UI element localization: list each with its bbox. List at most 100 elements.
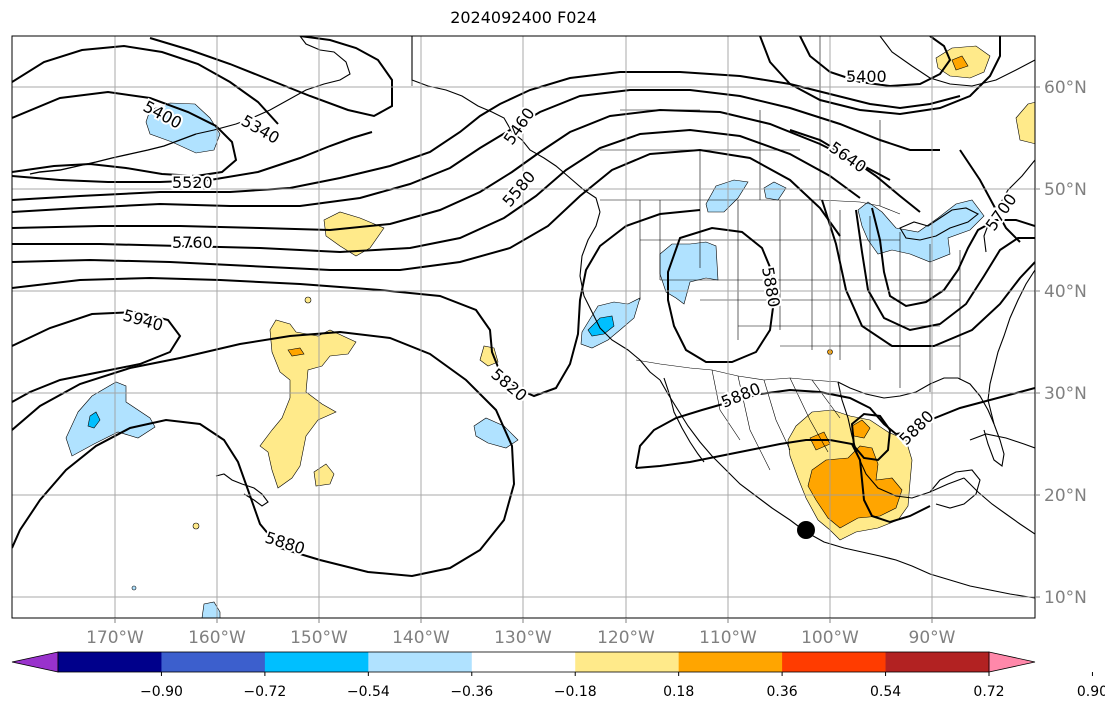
- atlantic-coast: [987, 269, 1035, 425]
- contour-5880-mexico: [635, 387, 1035, 469]
- contour-trough-5700: [871, 207, 1035, 308]
- colorbar-segment: [678, 652, 783, 672]
- contour-5400-ne: [799, 36, 952, 88]
- lat-tick-label: 20°N: [1044, 486, 1087, 506]
- contour-5460-west: [12, 44, 279, 125]
- colorbar-tick-label: −0.18: [554, 684, 597, 700]
- contour-label: 5520: [172, 173, 213, 192]
- colorbar-segment: [575, 652, 680, 672]
- contour-5820-band: [12, 209, 701, 398]
- contour-5760: [12, 148, 841, 271]
- baja-peninsula: [663, 377, 705, 463]
- pos-dot-pacific-1: [304, 296, 312, 304]
- contour-5520: [12, 131, 373, 183]
- lon-tick-label: 90°W: [909, 628, 956, 648]
- lat-axis: 60°N 50°N 40°N 30°N 20°N 10°N: [1035, 78, 1087, 608]
- colorbar-tick-label: 0.36: [767, 684, 798, 700]
- pos-area-north-pacific: [323, 211, 385, 257]
- contour-5640-label-line: [789, 129, 921, 213]
- pos-area-central-pacific: [259, 319, 357, 489]
- lon-tick-label: 170°W: [86, 628, 144, 648]
- lat-lon-grid: [12, 36, 1035, 618]
- great-lakes: [899, 207, 980, 241]
- alaska-west-coast: [195, 36, 351, 135]
- contour-5640-band: [12, 108, 891, 232]
- neg-dot-pacific: [131, 585, 137, 591]
- florida: [983, 423, 1005, 467]
- height-contours: [12, 36, 1035, 578]
- colorbar-tick-label: −0.54: [347, 684, 390, 700]
- colorbar-tick-label: 0.54: [870, 684, 901, 700]
- neg-area-bering: [145, 102, 221, 154]
- mexico-states: [711, 369, 841, 471]
- colorbar-segment: [782, 652, 887, 672]
- us-canada-border: [600, 199, 901, 215]
- contour-5880-gulf: [850, 412, 892, 462]
- pos-core-alaska-ne: [951, 55, 969, 71]
- lon-tick-label: 140°W: [392, 628, 450, 648]
- bc-coast: [579, 211, 661, 381]
- lon-tick-label: 160°W: [188, 628, 246, 648]
- contour-5700-east: [959, 149, 1021, 243]
- lat-tick-label: 30°N: [1044, 384, 1087, 404]
- colorbar-tick-label: 0.18: [663, 684, 694, 700]
- hawaii: [215, 473, 269, 507]
- storm-center-dot: [797, 521, 815, 539]
- contour-5580-band2: [12, 89, 940, 213]
- lat-tick-label: 40°N: [1044, 282, 1087, 302]
- colorbar-segment: [264, 652, 369, 672]
- contour-5700-band: [12, 128, 861, 254]
- aleutians: [29, 133, 197, 175]
- contour-5880-sw-us: [667, 226, 776, 363]
- colorbar-segment: [368, 652, 473, 672]
- colorbar-tick-label: 0.72: [973, 684, 1004, 700]
- contour-5460-ne: [759, 36, 1001, 116]
- colorbar-tick-label: −0.90: [140, 684, 183, 700]
- contour-trough-5640: [855, 209, 1035, 332]
- lon-tick-label: 100°W: [801, 628, 859, 648]
- colorbar-tick-label: −0.36: [450, 684, 493, 700]
- colorbar-extend-high: [988, 651, 1036, 673]
- hudson-bay: [879, 36, 1035, 87]
- lon-tick-label: 110°W: [699, 628, 757, 648]
- colorbar-segment: [161, 652, 266, 672]
- map-title: 2024092400 F024: [450, 8, 597, 27]
- contour-ridge-north: [149, 36, 393, 118]
- lon-tick-label: 150°W: [290, 628, 348, 648]
- neg-core-hawaii: [87, 411, 101, 429]
- anomaly-shading: [65, 45, 1035, 618]
- neg-area-hawaii-west: [65, 381, 156, 457]
- contour-5400-bering: [12, 90, 238, 178]
- neg-area-great-lakes: [857, 199, 985, 263]
- colorbar-segment: [58, 652, 162, 672]
- pos-area-offshore-baja: [479, 345, 499, 367]
- mexico-gulf-coast: [837, 381, 965, 499]
- colorbar-tick-label: −0.72: [243, 684, 286, 700]
- colorbar: −0.90 −0.72 −0.54 −0.36 −0.18 0.18 0.36 0.54 0.7…: [11, 651, 1105, 700]
- baja-coast: [659, 379, 1035, 599]
- central-america: [963, 477, 1035, 535]
- neg-area-saskatchewan: [763, 181, 787, 201]
- contour-5580-band1: [12, 71, 961, 201]
- lon-axis: 170°W 160°W 150°W 140°W 130°W 120°W 110°…: [86, 618, 956, 648]
- neg-area-montana: [705, 179, 749, 213]
- coastlines: [29, 36, 1035, 599]
- colorbar-tick-label: 0.90: [1077, 684, 1105, 700]
- neg-area-great-basin: [659, 241, 719, 305]
- contour-5940: [12, 310, 182, 403]
- lat-tick-label: 60°N: [1044, 78, 1087, 98]
- pos-dot-pacific-2: [192, 522, 200, 530]
- contour-5880-pacific: [12, 330, 516, 578]
- yucatan: [929, 469, 981, 509]
- lat-tick-label: 50°N: [1044, 180, 1087, 200]
- colorbar-frame: [57, 651, 990, 673]
- colorbar-segment: [885, 652, 990, 672]
- contour-5880-mexico-south: [635, 439, 931, 524]
- contour-label: 5760: [172, 233, 213, 252]
- lon-tick-label: 130°W: [494, 628, 552, 648]
- cuba: [969, 433, 1035, 449]
- labrador-coast: [983, 159, 1035, 253]
- lon-tick-label: 120°W: [597, 628, 655, 648]
- colorbar-extend-low: [11, 651, 59, 673]
- neg-core-california: [587, 315, 615, 337]
